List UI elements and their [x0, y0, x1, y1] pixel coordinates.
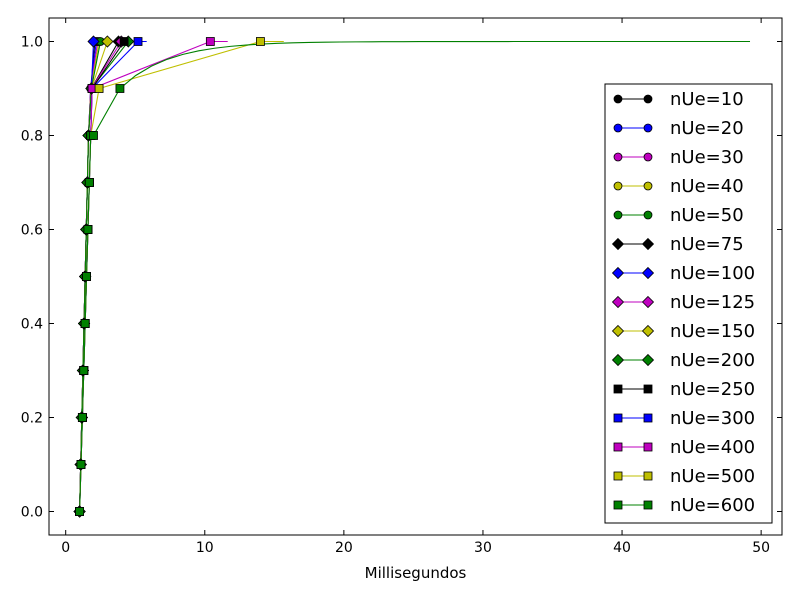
y-tick-label: 0.4	[21, 317, 43, 333]
x-tick-label: 30	[474, 540, 492, 556]
legend-label: nUe=75	[670, 234, 744, 255]
x-axis-title: Millisegundos	[365, 564, 467, 582]
data-point	[256, 37, 265, 46]
series-line	[79, 40, 228, 512]
legend-label: nUe=10	[670, 89, 744, 110]
legend-marker	[643, 500, 653, 510]
y-tick-label: 0.8	[21, 129, 43, 145]
y-tick-label: 1.0	[21, 35, 43, 51]
legend-label: nUe=400	[670, 437, 755, 458]
legend-marker	[641, 266, 655, 280]
data-point	[133, 37, 143, 46]
data-point	[77, 413, 87, 422]
legend-label: nUe=250	[670, 379, 755, 400]
legend-marker	[643, 471, 653, 481]
legend-marker	[641, 353, 655, 367]
x-tick-label: 0	[61, 540, 70, 556]
series-markers	[73, 35, 265, 518]
series-line	[79, 40, 284, 512]
data-point	[82, 272, 91, 281]
data-point	[76, 460, 86, 469]
legend-marker	[643, 413, 653, 423]
legend-label: nUe=600	[670, 495, 755, 516]
y-tick-label: 0.2	[21, 411, 43, 427]
legend-marker	[611, 324, 625, 338]
legend-marker	[643, 442, 653, 452]
data-point	[119, 37, 129, 46]
legend-marker	[613, 500, 623, 510]
data-point	[101, 35, 114, 48]
legend-label: nUe=125	[670, 292, 755, 313]
legend-marker	[613, 152, 623, 162]
legend-label: nUe=30	[670, 147, 744, 168]
legend-marker	[641, 295, 655, 309]
legend-marker	[611, 237, 625, 251]
legend-marker	[643, 152, 653, 162]
legend-marker	[643, 210, 653, 220]
y-tick-label: 0.6	[21, 223, 43, 239]
legend-marker	[613, 123, 623, 133]
legend-marker	[611, 353, 625, 367]
x-tick-label: 10	[196, 540, 214, 556]
legend-marker	[643, 123, 653, 133]
legend-marker	[613, 210, 623, 220]
legend-marker	[613, 442, 623, 452]
data-point	[83, 225, 93, 234]
legend-label: nUe=300	[670, 408, 755, 429]
x-axis-ticks: 0 10 20 30 40 50	[61, 18, 770, 556]
data-point	[87, 35, 100, 48]
data-point	[205, 37, 215, 46]
plot-series	[73, 35, 751, 518]
legend-label: nUe=50	[670, 205, 744, 226]
data-point	[89, 131, 98, 140]
legend-marker	[613, 413, 623, 423]
legend-marker	[643, 94, 653, 104]
y-axis-ticks: 0.0 0.2 0.4 0.6 0.8 1.0	[21, 35, 782, 521]
legend-marker	[611, 266, 625, 280]
legend-label: nUe=200	[670, 350, 755, 371]
data-point	[79, 366, 89, 375]
x-tick-label: 20	[335, 540, 353, 556]
legend-marker	[611, 295, 625, 309]
legend-marker	[643, 181, 653, 191]
legend: nUe=10 nUe=20 nUe=30 nUe=40 nUe=50 nUe=75 nUe=…	[604, 83, 773, 524]
legend-label: nUe=150	[670, 321, 755, 342]
legend-label: nUe=500	[670, 466, 755, 487]
data-point	[75, 507, 84, 516]
data-point	[115, 84, 125, 93]
legend-label: nUe=40	[670, 176, 744, 197]
legend-label: nUe=20	[670, 118, 744, 139]
legend-marker	[643, 384, 653, 394]
data-point	[80, 319, 90, 328]
data-point	[84, 178, 94, 187]
x-tick-label: 40	[613, 540, 631, 556]
legend-marker	[613, 471, 623, 481]
data-point	[94, 84, 104, 93]
legend-marker	[613, 94, 623, 104]
legend-marker	[641, 324, 655, 338]
legend-marker	[641, 237, 655, 251]
legend-marker	[613, 181, 623, 191]
legend-label: nUe=100	[670, 263, 755, 284]
x-tick-label: 50	[752, 540, 770, 556]
plot-frame	[48, 17, 783, 536]
legend-marker	[613, 384, 623, 394]
y-tick-label: 0.0	[21, 505, 43, 521]
